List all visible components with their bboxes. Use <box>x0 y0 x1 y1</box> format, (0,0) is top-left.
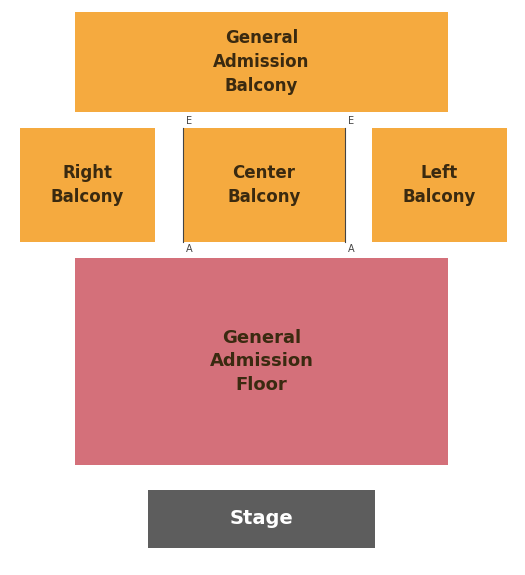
FancyBboxPatch shape <box>75 258 448 465</box>
Text: Right
Balcony: Right Balcony <box>51 164 124 206</box>
Text: Left
Balcony: Left Balcony <box>403 164 476 206</box>
FancyBboxPatch shape <box>75 12 448 112</box>
FancyBboxPatch shape <box>183 128 345 242</box>
Text: Center
Balcony: Center Balcony <box>227 164 301 206</box>
Text: E: E <box>348 116 354 126</box>
Text: General
Admission
Balcony: General Admission Balcony <box>213 29 310 95</box>
Text: General
Admission
Floor: General Admission Floor <box>209 329 313 394</box>
FancyBboxPatch shape <box>20 128 155 242</box>
FancyBboxPatch shape <box>372 128 507 242</box>
Text: A: A <box>348 244 354 254</box>
FancyBboxPatch shape <box>148 490 375 548</box>
Text: A: A <box>186 244 193 254</box>
Text: Stage: Stage <box>229 509 293 528</box>
Text: E: E <box>186 116 192 126</box>
